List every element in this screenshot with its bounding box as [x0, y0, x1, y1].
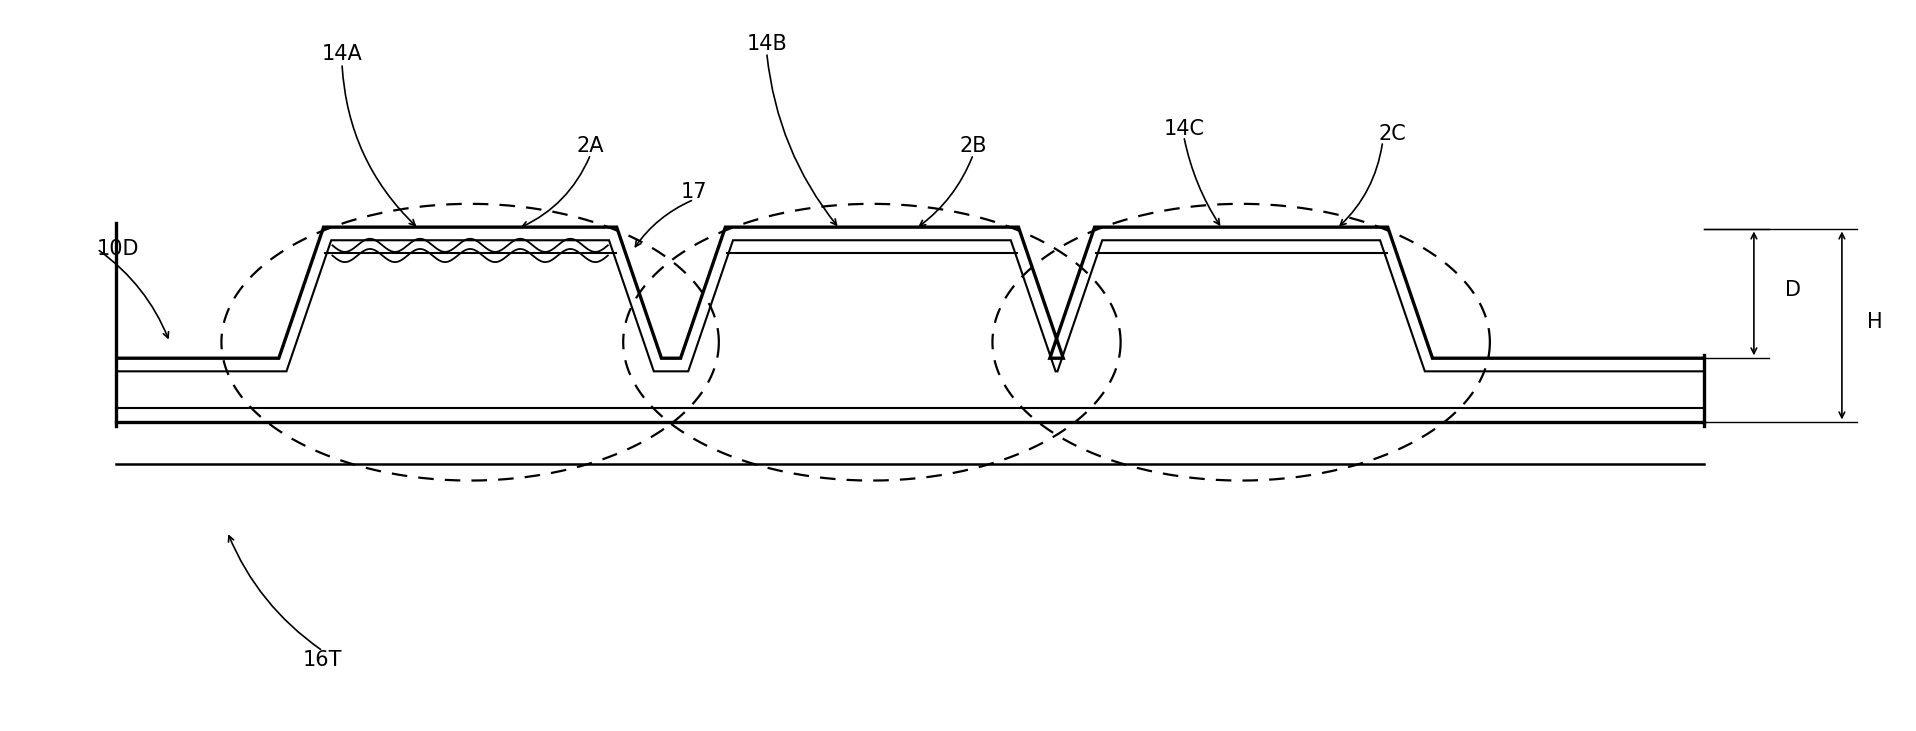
Text: H: H: [1866, 312, 1882, 332]
Text: D: D: [1784, 280, 1801, 300]
Text: 10D: 10D: [98, 239, 140, 259]
Text: 2B: 2B: [960, 135, 987, 156]
Text: 16T: 16T: [303, 651, 343, 670]
Text: 14A: 14A: [322, 44, 362, 64]
Text: 2C: 2C: [1380, 124, 1406, 144]
Text: 14C: 14C: [1163, 119, 1205, 139]
Text: 2A: 2A: [577, 135, 604, 156]
Text: 14B: 14B: [747, 34, 787, 53]
Text: 17: 17: [680, 182, 707, 202]
